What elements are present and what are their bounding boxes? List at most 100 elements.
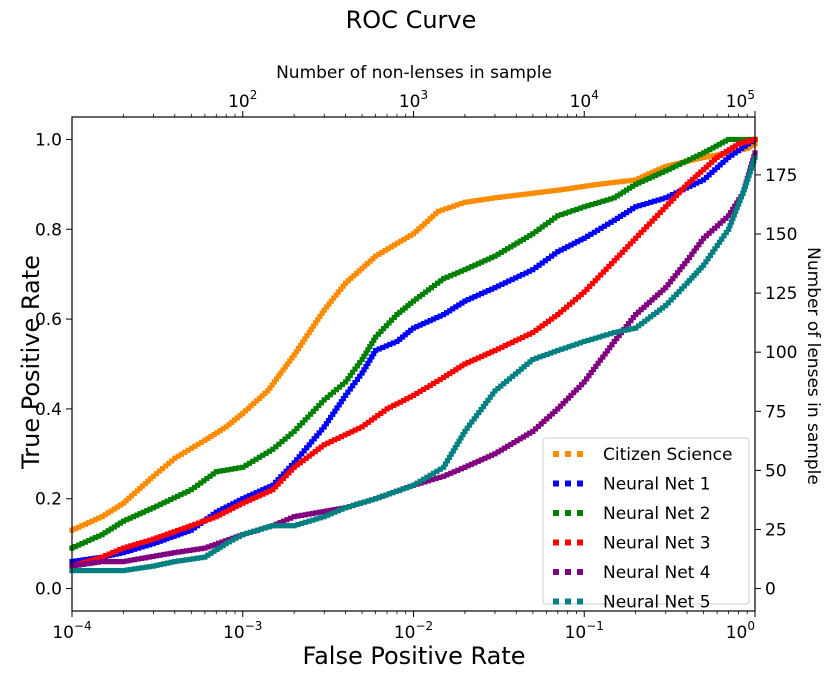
data-point	[656, 166, 662, 172]
data-point	[161, 551, 167, 558]
data-point	[538, 421, 544, 427]
data-point	[465, 463, 471, 469]
data-point	[430, 470, 437, 476]
data-point	[704, 154, 710, 160]
data-point	[210, 515, 216, 521]
data-point	[608, 331, 614, 337]
data-point	[181, 525, 188, 531]
data-point	[592, 335, 599, 341]
plot-frame	[71, 116, 756, 612]
data-point	[443, 206, 449, 212]
data-point	[695, 172, 701, 178]
data-point	[240, 464, 246, 470]
data-point	[710, 249, 716, 255]
data-point	[714, 154, 720, 160]
data-point	[515, 192, 521, 198]
data-point	[654, 292, 661, 298]
data-point	[729, 136, 735, 143]
data-point	[365, 360, 371, 366]
data-point	[321, 424, 327, 430]
data-point	[539, 224, 545, 230]
data-point	[319, 310, 325, 316]
data-point	[352, 427, 358, 433]
data-point	[199, 519, 205, 525]
data-point	[171, 533, 177, 539]
data-point	[663, 163, 669, 169]
data-point	[137, 485, 143, 492]
data-point	[673, 193, 679, 199]
data-point	[338, 399, 344, 405]
data-point	[216, 540, 222, 546]
data-point	[297, 460, 303, 466]
series-1	[69, 141, 758, 533]
data-point	[230, 501, 236, 507]
data-point	[562, 345, 568, 351]
data-point	[559, 346, 565, 352]
data-point	[737, 197, 743, 204]
data-point	[362, 263, 368, 269]
data-point	[541, 418, 547, 424]
data-point	[680, 160, 686, 166]
data-point	[506, 341, 512, 347]
data-point	[410, 392, 417, 398]
data-point	[611, 217, 617, 223]
data-point	[540, 353, 547, 359]
data-point	[343, 505, 349, 511]
data-point	[444, 310, 450, 316]
y-tick-label: 0.4	[35, 400, 62, 420]
data-point	[623, 210, 630, 216]
data-point	[178, 526, 184, 532]
legend-swatch	[553, 539, 559, 546]
data-point	[280, 518, 287, 524]
data-point	[347, 372, 353, 379]
data-point	[596, 334, 602, 340]
data-point	[316, 430, 322, 436]
data-point	[105, 528, 111, 534]
data-point	[219, 539, 225, 545]
data-point	[434, 468, 440, 474]
data-point	[198, 480, 204, 486]
data-point	[111, 506, 117, 512]
data-point	[343, 379, 349, 385]
data-point	[209, 543, 215, 549]
data-point	[72, 544, 78, 550]
data-point	[150, 505, 157, 511]
data-point	[164, 551, 171, 557]
y2-tick-label: 150	[765, 225, 797, 245]
data-point	[195, 520, 202, 526]
data-point	[552, 314, 558, 320]
data-point	[325, 512, 331, 518]
data-point	[267, 385, 273, 391]
data-point	[530, 231, 536, 237]
data-point	[598, 272, 604, 278]
data-point	[726, 147, 732, 153]
data-point	[583, 183, 590, 189]
data-point	[575, 294, 581, 300]
data-point	[240, 496, 246, 502]
data-point	[622, 246, 628, 253]
data-point	[146, 554, 152, 560]
data-point	[339, 506, 345, 512]
data-point	[717, 152, 723, 159]
data-point	[291, 428, 297, 434]
data-point	[273, 444, 279, 450]
data-point	[434, 378, 440, 385]
data-point	[302, 512, 308, 518]
data-point	[536, 325, 542, 331]
data-point	[212, 541, 218, 548]
data-point	[304, 445, 310, 451]
data-point	[295, 346, 301, 352]
data-point	[225, 467, 231, 473]
data-point	[627, 208, 633, 214]
data-point	[614, 193, 620, 199]
data-point	[236, 465, 242, 471]
data-point	[361, 353, 367, 359]
data-point	[386, 491, 392, 497]
data-point	[469, 295, 475, 301]
data-point	[354, 501, 360, 507]
data-point	[392, 242, 398, 248]
data-point	[294, 425, 300, 432]
data-point	[563, 398, 569, 404]
data-point	[595, 227, 601, 233]
y2-tick-label: 75	[765, 402, 787, 422]
